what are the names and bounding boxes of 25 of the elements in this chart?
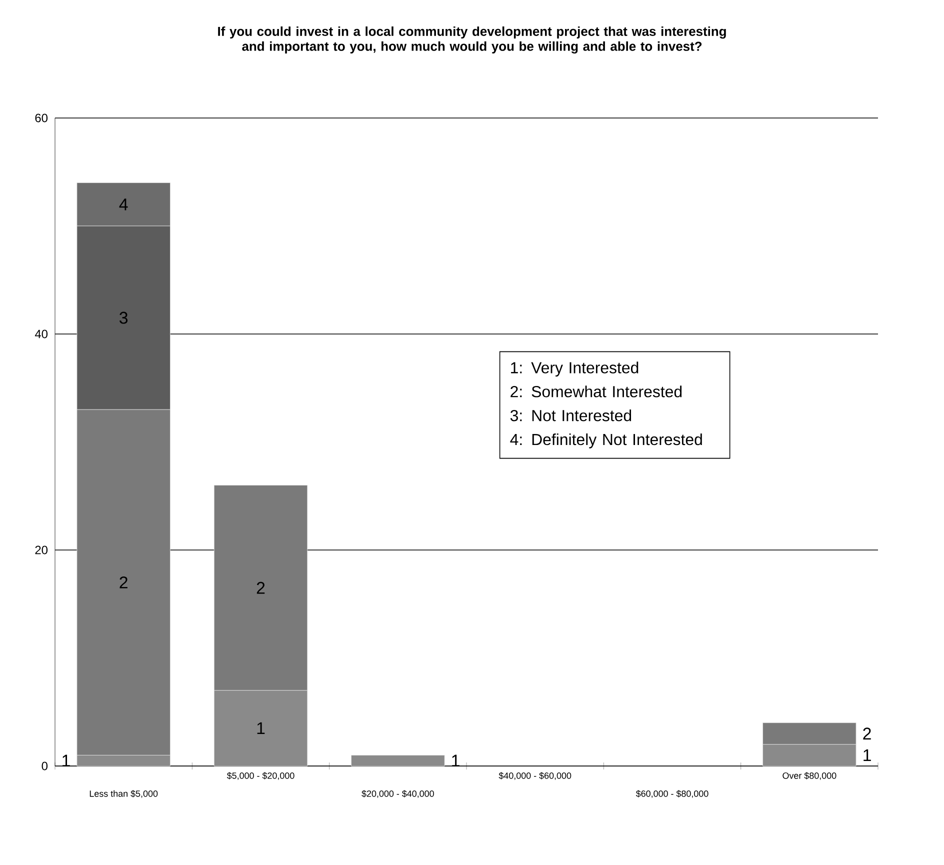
x-tick-label: Over $80,000: [782, 772, 836, 780]
annotation: 4: Definitely Not Interested: [510, 433, 702, 448]
series-label: 3: [120, 312, 128, 324]
x-tick-label: $20,000 - $40,000: [362, 790, 434, 798]
series-label: 1: [62, 754, 70, 766]
y-tick-label: 60: [35, 114, 48, 122]
x-tick-label: $40,000 - $60,000: [498, 772, 572, 780]
x-tick-label: $5,000 - $20,000: [226, 772, 294, 780]
x-tick-label: $60,000 - $80,000: [636, 790, 708, 798]
series-label: 4: [119, 198, 128, 210]
series-label: 2: [863, 728, 871, 740]
x-tick-label: Less than $5,000: [90, 790, 158, 798]
annotation: 2: Somewhat Interested: [510, 386, 682, 398]
y-tick-label: 20: [35, 546, 48, 554]
text: 1: [452, 754, 460, 766]
text: 2: [120, 576, 128, 588]
annotation: 3: Not Interested: [510, 410, 632, 422]
y-tick-label: 0: [42, 762, 48, 770]
bar: [351, 755, 445, 766]
text: 1: [257, 722, 265, 734]
text: 1: [864, 749, 871, 762]
chart-title: If you could invest in a local community development project that was interesting and important to you, how much would you be willing and able to invest?: [218, 26, 726, 54]
annotation: 1: Very Interested: [511, 362, 638, 377]
text: 2: [256, 582, 265, 594]
y-tick-label: 40: [34, 330, 48, 338]
